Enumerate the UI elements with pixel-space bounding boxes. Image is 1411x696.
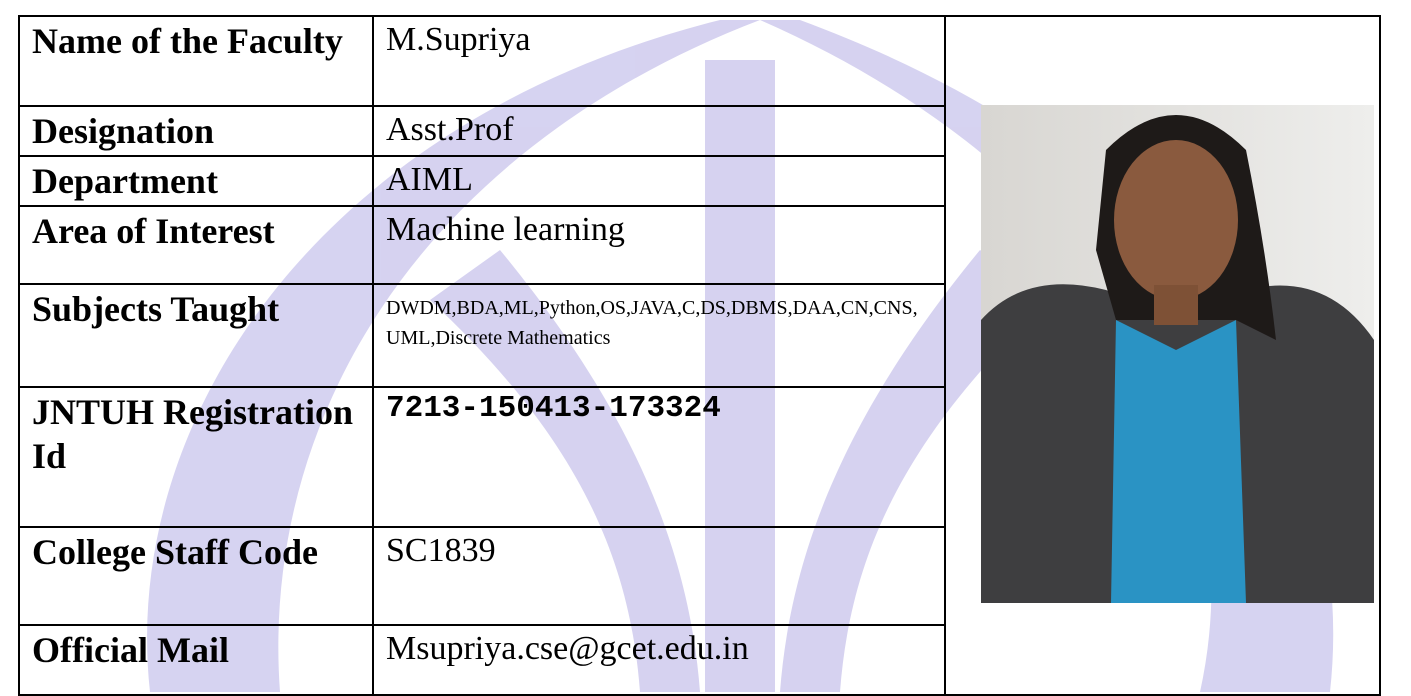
row-value: Msupriya.cse@gcet.edu.in bbox=[372, 624, 946, 696]
photo bbox=[981, 104, 1374, 603]
photo-cell bbox=[944, 15, 1381, 696]
row-label: Area of Interest bbox=[18, 205, 374, 285]
row-value: DWDM,BDA,ML,Python,OS,JAVA,C,DS,DBMS,DAA… bbox=[372, 283, 946, 388]
row-label: Subjects Taught bbox=[18, 283, 374, 388]
faculty-table: Name of the Faculty M.Supriya Designation… bbox=[18, 15, 1381, 696]
table-row: College Staff Code SC1839 bbox=[18, 526, 1380, 626]
table-row: Area of Interest Machine learning bbox=[18, 205, 1380, 285]
table-row: Official Mail Msupriya.cse@gcet.edu.in bbox=[18, 624, 1380, 696]
row-label: Official Mail bbox=[18, 624, 374, 696]
table-row: Subjects Taught DWDM,BDA,ML,Python,OS,JAV… bbox=[18, 283, 1380, 388]
photo-face bbox=[1114, 139, 1238, 300]
row-value: 7213-150413-173324 bbox=[372, 386, 946, 528]
row-value: Machine learning bbox=[372, 205, 946, 285]
row-label: Designation bbox=[18, 105, 374, 157]
row-label: Department bbox=[18, 155, 374, 207]
photo-neck bbox=[1154, 284, 1198, 325]
row-label: College Staff Code bbox=[18, 526, 374, 626]
row-value: Asst.Prof bbox=[372, 105, 946, 157]
row-value: M.Supriya bbox=[372, 15, 946, 107]
table-row: Department AIML bbox=[18, 155, 1380, 207]
row-label: Name of the Faculty bbox=[18, 15, 374, 107]
row-label: JNTUH Registration Id bbox=[18, 386, 374, 528]
table-row: Name of the Faculty M.Supriya bbox=[18, 15, 1381, 696]
table-row: Designation Asst.Prof bbox=[18, 105, 1380, 157]
table-row: JNTUH Registration Id 7213-150413-173324 bbox=[18, 386, 1380, 528]
photo-shirt bbox=[1111, 319, 1246, 603]
row-value: SC1839 bbox=[372, 526, 946, 626]
row-value: AIML bbox=[372, 155, 946, 207]
